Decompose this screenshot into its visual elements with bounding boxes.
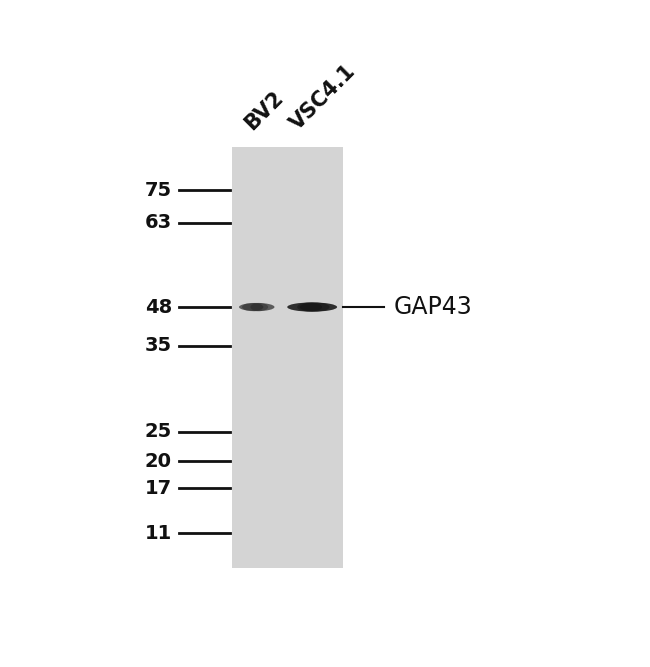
Text: 17: 17	[145, 479, 172, 498]
Text: 48: 48	[145, 297, 172, 317]
Ellipse shape	[242, 303, 263, 311]
Bar	[233, 147, 343, 568]
Text: GAP43: GAP43	[393, 295, 473, 319]
Text: 25: 25	[145, 422, 172, 442]
Text: VSC4.1: VSC4.1	[286, 61, 359, 134]
Text: 75: 75	[145, 181, 172, 200]
Ellipse shape	[297, 302, 322, 311]
Ellipse shape	[250, 303, 268, 311]
Text: 11: 11	[145, 524, 172, 542]
Ellipse shape	[287, 302, 337, 311]
Text: 35: 35	[145, 336, 172, 355]
Text: 20: 20	[145, 452, 172, 471]
Text: 63: 63	[145, 213, 172, 232]
Ellipse shape	[300, 302, 330, 311]
Ellipse shape	[239, 303, 274, 311]
Text: BV2: BV2	[241, 87, 287, 134]
